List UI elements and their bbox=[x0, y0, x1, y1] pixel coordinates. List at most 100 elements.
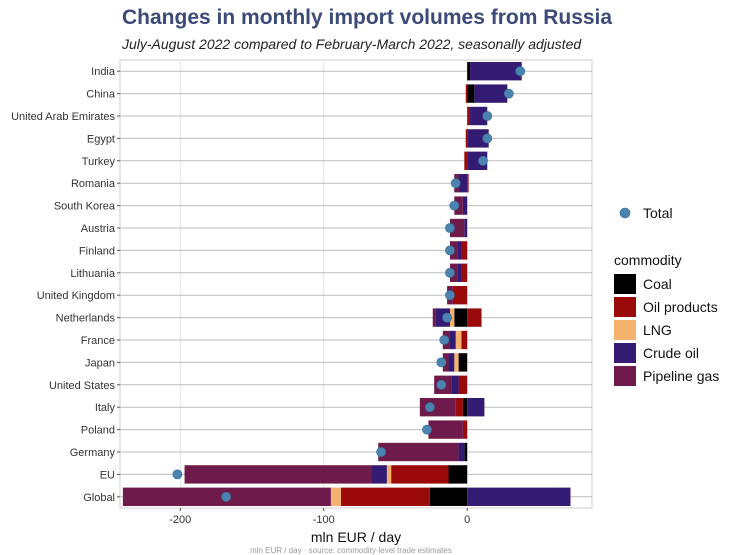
y-tick-label-china: China bbox=[86, 89, 116, 101]
y-tick-label-united-kingdom: United Kingdom bbox=[37, 290, 115, 302]
total-point-china bbox=[503, 88, 514, 99]
y-tick-label-germany: Germany bbox=[70, 447, 116, 459]
bar-crude-oil-austria bbox=[464, 218, 468, 238]
y-tick-label-india: India bbox=[91, 66, 116, 78]
legend-label-oil-products: Oil products bbox=[643, 299, 718, 315]
bar-oil-products-poland bbox=[462, 420, 468, 439]
bar-crude-oil-south-korea bbox=[462, 196, 468, 215]
total-point-italy bbox=[424, 402, 435, 413]
y-tick-label-austria: Austria bbox=[81, 223, 116, 235]
legend-title: commodity bbox=[614, 252, 682, 268]
total-point-germany bbox=[376, 447, 387, 457]
bar-coal-china bbox=[467, 84, 475, 103]
bar-coal-japan bbox=[458, 353, 468, 372]
bar-lng-japan bbox=[454, 353, 459, 372]
bar-pipeline-gas-netherlands bbox=[432, 308, 436, 327]
bar-coal-germany bbox=[464, 442, 468, 462]
total-point-eu bbox=[172, 469, 183, 480]
chart-title: Changes in monthly import volumes from R… bbox=[122, 6, 613, 29]
bar-coal-eu bbox=[448, 465, 468, 484]
total-point-south-korea bbox=[449, 200, 460, 211]
bar-oil-products-united-states bbox=[458, 375, 468, 394]
bar-coal-india bbox=[467, 62, 471, 81]
bar-crude-oil-eu bbox=[371, 465, 387, 484]
y-tick-label-romania: Romania bbox=[71, 178, 116, 190]
bar-oil-products-lithuania bbox=[461, 263, 468, 282]
bar-oil-products-romania bbox=[467, 174, 469, 193]
plot-panel bbox=[119, 59, 593, 509]
total-point-egypt bbox=[482, 133, 493, 144]
legend-total-label: Total bbox=[643, 205, 673, 221]
y-tick-label-united-arab-emirates: United Arab Emirates bbox=[11, 111, 115, 123]
bar-crude-oil-romania bbox=[458, 174, 468, 193]
bar-oil-products-egypt bbox=[465, 129, 468, 148]
legend-label-coal: Coal bbox=[643, 276, 672, 292]
bar-coal-netherlands bbox=[454, 308, 468, 327]
legend-total-point bbox=[619, 207, 631, 219]
bar-lng-france bbox=[455, 330, 462, 350]
bar-oil-products-united-arab-emirates bbox=[467, 106, 471, 126]
bar-oil-products-italy bbox=[455, 398, 463, 417]
y-tick-label-eu: EU bbox=[100, 469, 115, 481]
total-point-united-states bbox=[436, 379, 447, 390]
bar-oil-products-china bbox=[465, 84, 468, 103]
bar-lng-global bbox=[330, 487, 341, 506]
bar-crude-oil-italy bbox=[467, 398, 485, 417]
bar-oil-products-eu bbox=[391, 465, 449, 484]
total-point-romania bbox=[450, 178, 461, 189]
bar-crude-oil-global bbox=[467, 487, 571, 506]
bar-oil-products-global bbox=[340, 487, 430, 506]
legend-swatch-crude-oil bbox=[614, 343, 636, 363]
x-tick-label: -100 bbox=[313, 514, 335, 526]
bar-crude-oil-lithuania bbox=[457, 263, 462, 282]
y-tick-label-italy: Italy bbox=[95, 402, 116, 414]
legend-swatch-oil-products bbox=[614, 297, 636, 317]
bar-crude-oil-china bbox=[474, 84, 508, 103]
bar-pipeline-gas-germany bbox=[378, 442, 459, 462]
bar-oil-products-united-kingdom bbox=[452, 286, 468, 305]
legend-label-pipeline-gas: Pipeline gas bbox=[643, 368, 719, 384]
total-point-finland bbox=[445, 245, 455, 256]
total-point-united-arab-emirates bbox=[482, 111, 493, 121]
bar-crude-oil-france bbox=[449, 330, 456, 350]
total-point-france bbox=[439, 335, 450, 345]
bar-lng-eu bbox=[386, 465, 392, 484]
y-tick-label-japan: Japan bbox=[85, 357, 115, 369]
x-tick-label: -200 bbox=[169, 514, 191, 526]
bar-oil-products-turkey bbox=[464, 151, 468, 170]
y-tick-label-united-states: United States bbox=[49, 380, 116, 392]
bar-crude-oil-india bbox=[470, 62, 522, 81]
bar-lng-netherlands bbox=[449, 308, 455, 327]
bar-oil-products-finland bbox=[461, 241, 468, 260]
bar-pipeline-gas-eu bbox=[184, 465, 372, 484]
y-tick-label-turkey: Turkey bbox=[82, 156, 116, 168]
x-axis-title: mln EUR / day bbox=[311, 529, 401, 545]
legend-swatch-coal bbox=[614, 274, 636, 294]
y-tick-label-egypt: Egypt bbox=[87, 133, 115, 145]
legend-swatch-pipeline-gas bbox=[614, 366, 636, 386]
bar-crude-oil-united-arab-emirates bbox=[470, 106, 488, 126]
y-tick-label-south-korea: South Korea bbox=[54, 201, 116, 213]
total-point-india bbox=[515, 66, 526, 77]
bar-oil-products-netherlands bbox=[467, 308, 482, 327]
y-tick-label-france: France bbox=[81, 335, 115, 347]
y-tick-label-netherlands: Netherlands bbox=[56, 313, 116, 325]
total-point-japan bbox=[436, 357, 447, 368]
bar-crude-oil-united-states bbox=[451, 375, 459, 394]
y-tick-label-poland: Poland bbox=[81, 425, 115, 437]
bar-crude-oil-japan bbox=[448, 353, 455, 372]
total-point-poland bbox=[422, 424, 432, 435]
bar-pipeline-gas-poland bbox=[428, 420, 463, 439]
legend-swatch-lng bbox=[614, 320, 636, 340]
bar-pipeline-gas-austria bbox=[449, 218, 465, 238]
total-point-global bbox=[221, 491, 232, 502]
y-tick-label-global: Global bbox=[83, 492, 115, 504]
bar-crude-oil-egypt bbox=[467, 129, 489, 148]
total-point-turkey bbox=[478, 155, 488, 166]
chart-subtitle: July-August 2022 compared to February-Ma… bbox=[122, 36, 582, 52]
x-tick-label: 0 bbox=[464, 514, 470, 526]
bar-coal-global bbox=[429, 487, 468, 506]
bar-oil-products-france bbox=[461, 330, 468, 350]
bar-coal-italy bbox=[462, 398, 468, 417]
